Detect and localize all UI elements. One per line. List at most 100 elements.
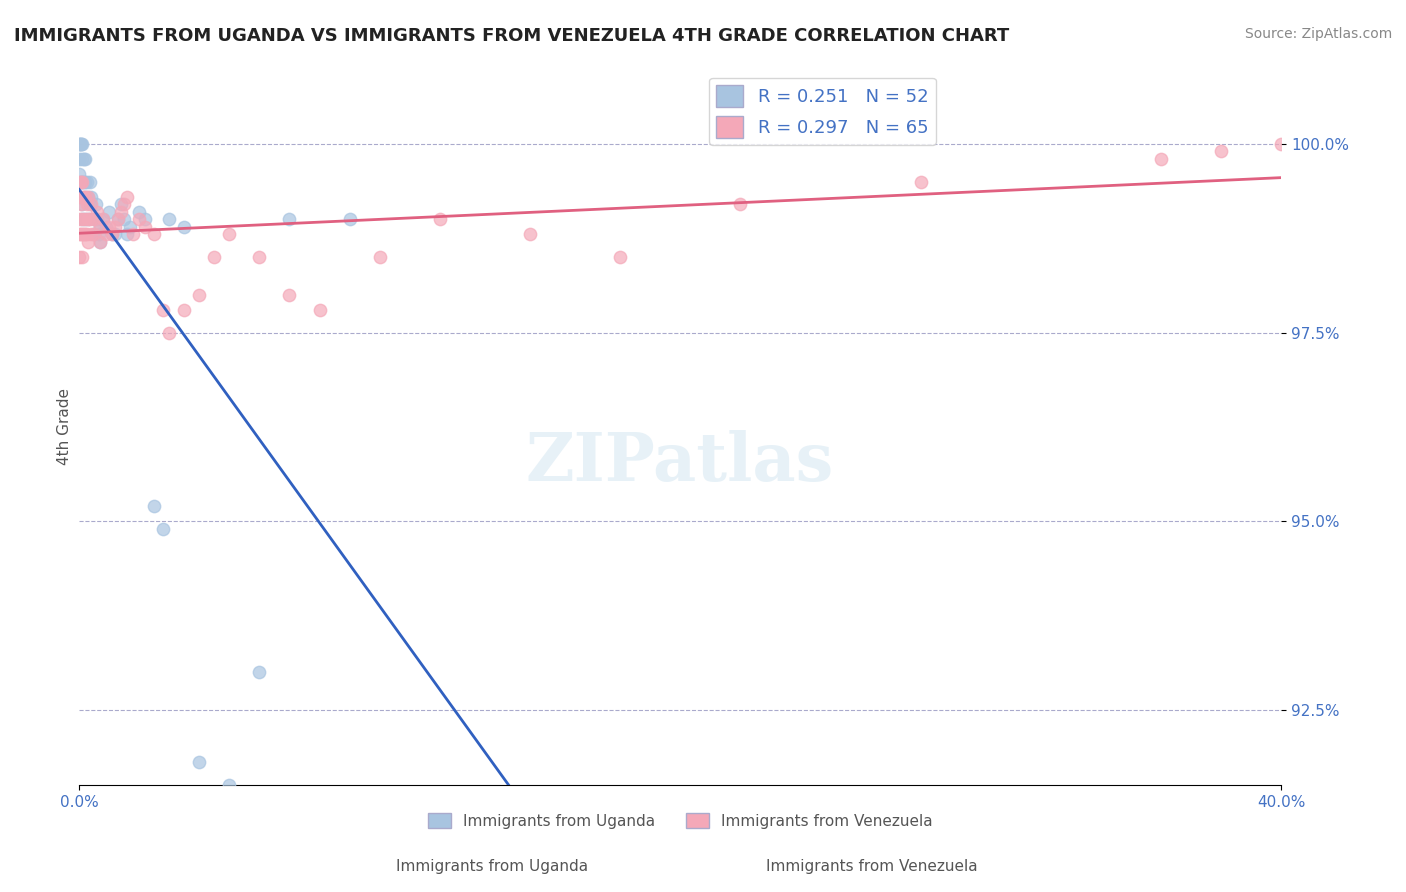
Point	[910, 175, 932, 189]
Point	[67, 250, 90, 264]
Point	[69, 136, 91, 151]
Point	[173, 219, 195, 234]
Point	[76, 197, 98, 211]
Point	[152, 522, 174, 536]
Point	[77, 212, 100, 227]
Point	[77, 190, 100, 204]
Point	[609, 250, 631, 264]
Point	[70, 152, 93, 166]
Point	[249, 250, 271, 264]
Point	[70, 227, 93, 242]
Point	[70, 212, 93, 227]
Point	[70, 136, 93, 151]
Text: IMMIGRANTS FROM UGANDA VS IMMIGRANTS FROM VENEZUELA 4TH GRADE CORRELATION CHART: IMMIGRANTS FROM UGANDA VS IMMIGRANTS FRO…	[14, 27, 1010, 45]
Point	[76, 175, 98, 189]
Point	[96, 219, 118, 234]
Point	[70, 190, 93, 204]
Point	[134, 219, 156, 234]
Legend: Immigrants from Uganda, Immigrants from Venezuela: Immigrants from Uganda, Immigrants from …	[422, 806, 939, 835]
Point	[110, 197, 132, 211]
Point	[89, 235, 111, 249]
Point	[77, 212, 100, 227]
Point	[202, 250, 225, 264]
Point	[75, 190, 97, 204]
Point	[115, 227, 138, 242]
Point	[77, 190, 100, 204]
Point	[1209, 145, 1232, 159]
Point	[75, 212, 97, 227]
Point	[79, 212, 101, 227]
Point	[128, 204, 150, 219]
Point	[77, 235, 100, 249]
Point	[69, 136, 91, 151]
Point	[86, 212, 108, 227]
Point	[84, 197, 107, 211]
Point	[70, 250, 93, 264]
Point	[173, 302, 195, 317]
Point	[120, 219, 142, 234]
Point	[218, 778, 240, 792]
Point	[115, 190, 138, 204]
Point	[70, 175, 93, 189]
Point	[91, 212, 114, 227]
Point	[69, 175, 91, 189]
Point	[104, 227, 127, 242]
Point	[89, 219, 111, 234]
Point	[249, 665, 271, 679]
Text: Immigrants from Uganda: Immigrants from Uganda	[396, 859, 588, 874]
Point	[70, 175, 93, 189]
Point	[101, 227, 124, 242]
Point	[368, 250, 391, 264]
Point	[107, 212, 129, 227]
Point	[76, 227, 98, 242]
Point	[519, 227, 541, 242]
Point	[218, 227, 240, 242]
Point	[79, 175, 101, 189]
Point	[728, 197, 751, 211]
Point	[67, 227, 90, 242]
Point	[75, 212, 97, 227]
Point	[96, 227, 118, 242]
Point	[1270, 136, 1292, 151]
Point	[80, 197, 103, 211]
Point	[79, 197, 101, 211]
Point	[101, 227, 124, 242]
Point	[188, 756, 211, 770]
Point	[67, 190, 90, 204]
Point	[157, 326, 180, 340]
Point	[69, 175, 91, 189]
Point	[83, 212, 105, 227]
Text: Source: ZipAtlas.com: Source: ZipAtlas.com	[1244, 27, 1392, 41]
Point	[72, 227, 94, 242]
Point	[112, 212, 135, 227]
Point	[69, 227, 91, 242]
Point	[67, 212, 90, 227]
Point	[98, 219, 121, 234]
Point	[122, 227, 145, 242]
Point	[1330, 152, 1353, 166]
Point	[86, 204, 108, 219]
Point	[75, 175, 97, 189]
Point	[87, 227, 110, 242]
Point	[83, 227, 105, 242]
Point	[308, 302, 330, 317]
Point	[339, 212, 361, 227]
Point	[128, 212, 150, 227]
Point	[112, 197, 135, 211]
Text: ZIPatlas: ZIPatlas	[526, 430, 834, 495]
Point	[157, 212, 180, 227]
Point	[80, 227, 103, 242]
Point	[104, 219, 127, 234]
Point	[143, 227, 166, 242]
Point	[67, 152, 90, 166]
Point	[89, 219, 111, 234]
Point	[89, 235, 111, 249]
Point	[72, 152, 94, 166]
Point	[67, 136, 90, 151]
Point	[72, 175, 94, 189]
Text: Immigrants from Venezuela: Immigrants from Venezuela	[766, 859, 977, 874]
Point	[83, 212, 105, 227]
Point	[70, 212, 93, 227]
Point	[188, 287, 211, 301]
Point	[152, 302, 174, 317]
